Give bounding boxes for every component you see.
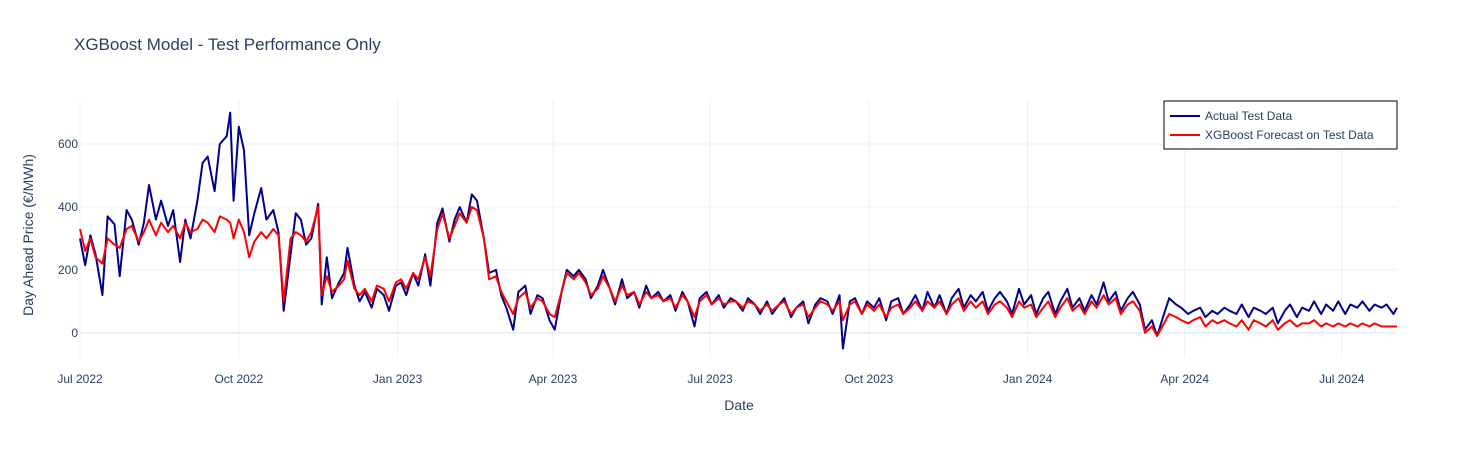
y-axis-ticks: 0 200 400 600 (58, 137, 78, 340)
x-axis-title: Date (724, 397, 754, 413)
x-tick-label: Jan 2024 (1003, 372, 1053, 386)
y-tick-label: 400 (58, 200, 78, 214)
x-tick-label: Jul 2023 (687, 372, 733, 386)
y-axis-title: Day Ahead Price (€/MWh) (20, 154, 36, 316)
x-axis-ticks: Jul 2022 Oct 2022 Jan 2023 Apr 2023 Jul 2023… (57, 372, 1364, 386)
x-tick-label: Jul 2024 (1319, 372, 1365, 386)
series-line-forecast[interactable] (79, 206, 1397, 337)
x-tick-label: Oct 2022 (214, 372, 263, 386)
x-tick-label: Jan 2023 (373, 372, 423, 386)
legend-label-forecast: XGBoost Forecast on Test Data (1205, 128, 1374, 142)
y-tick-label: 200 (58, 263, 78, 277)
series-layer (79, 111, 1398, 350)
x-tick-label: Apr 2023 (529, 372, 578, 386)
x-tick-label: Jul 2022 (57, 372, 103, 386)
legend[interactable]: Actual Test Data XGBoost Forecast on Tes… (1163, 100, 1398, 150)
y-tick-label: 600 (58, 137, 78, 151)
legend-label-actual: Actual Test Data (1205, 109, 1292, 123)
x-tick-label: Oct 2023 (844, 372, 893, 386)
chart-title: XGBoost Model - Test Performance Only (74, 35, 381, 54)
legend-box (1163, 100, 1398, 150)
x-tick-label: Apr 2024 (1160, 372, 1209, 386)
y-tick-label: 0 (71, 326, 78, 340)
